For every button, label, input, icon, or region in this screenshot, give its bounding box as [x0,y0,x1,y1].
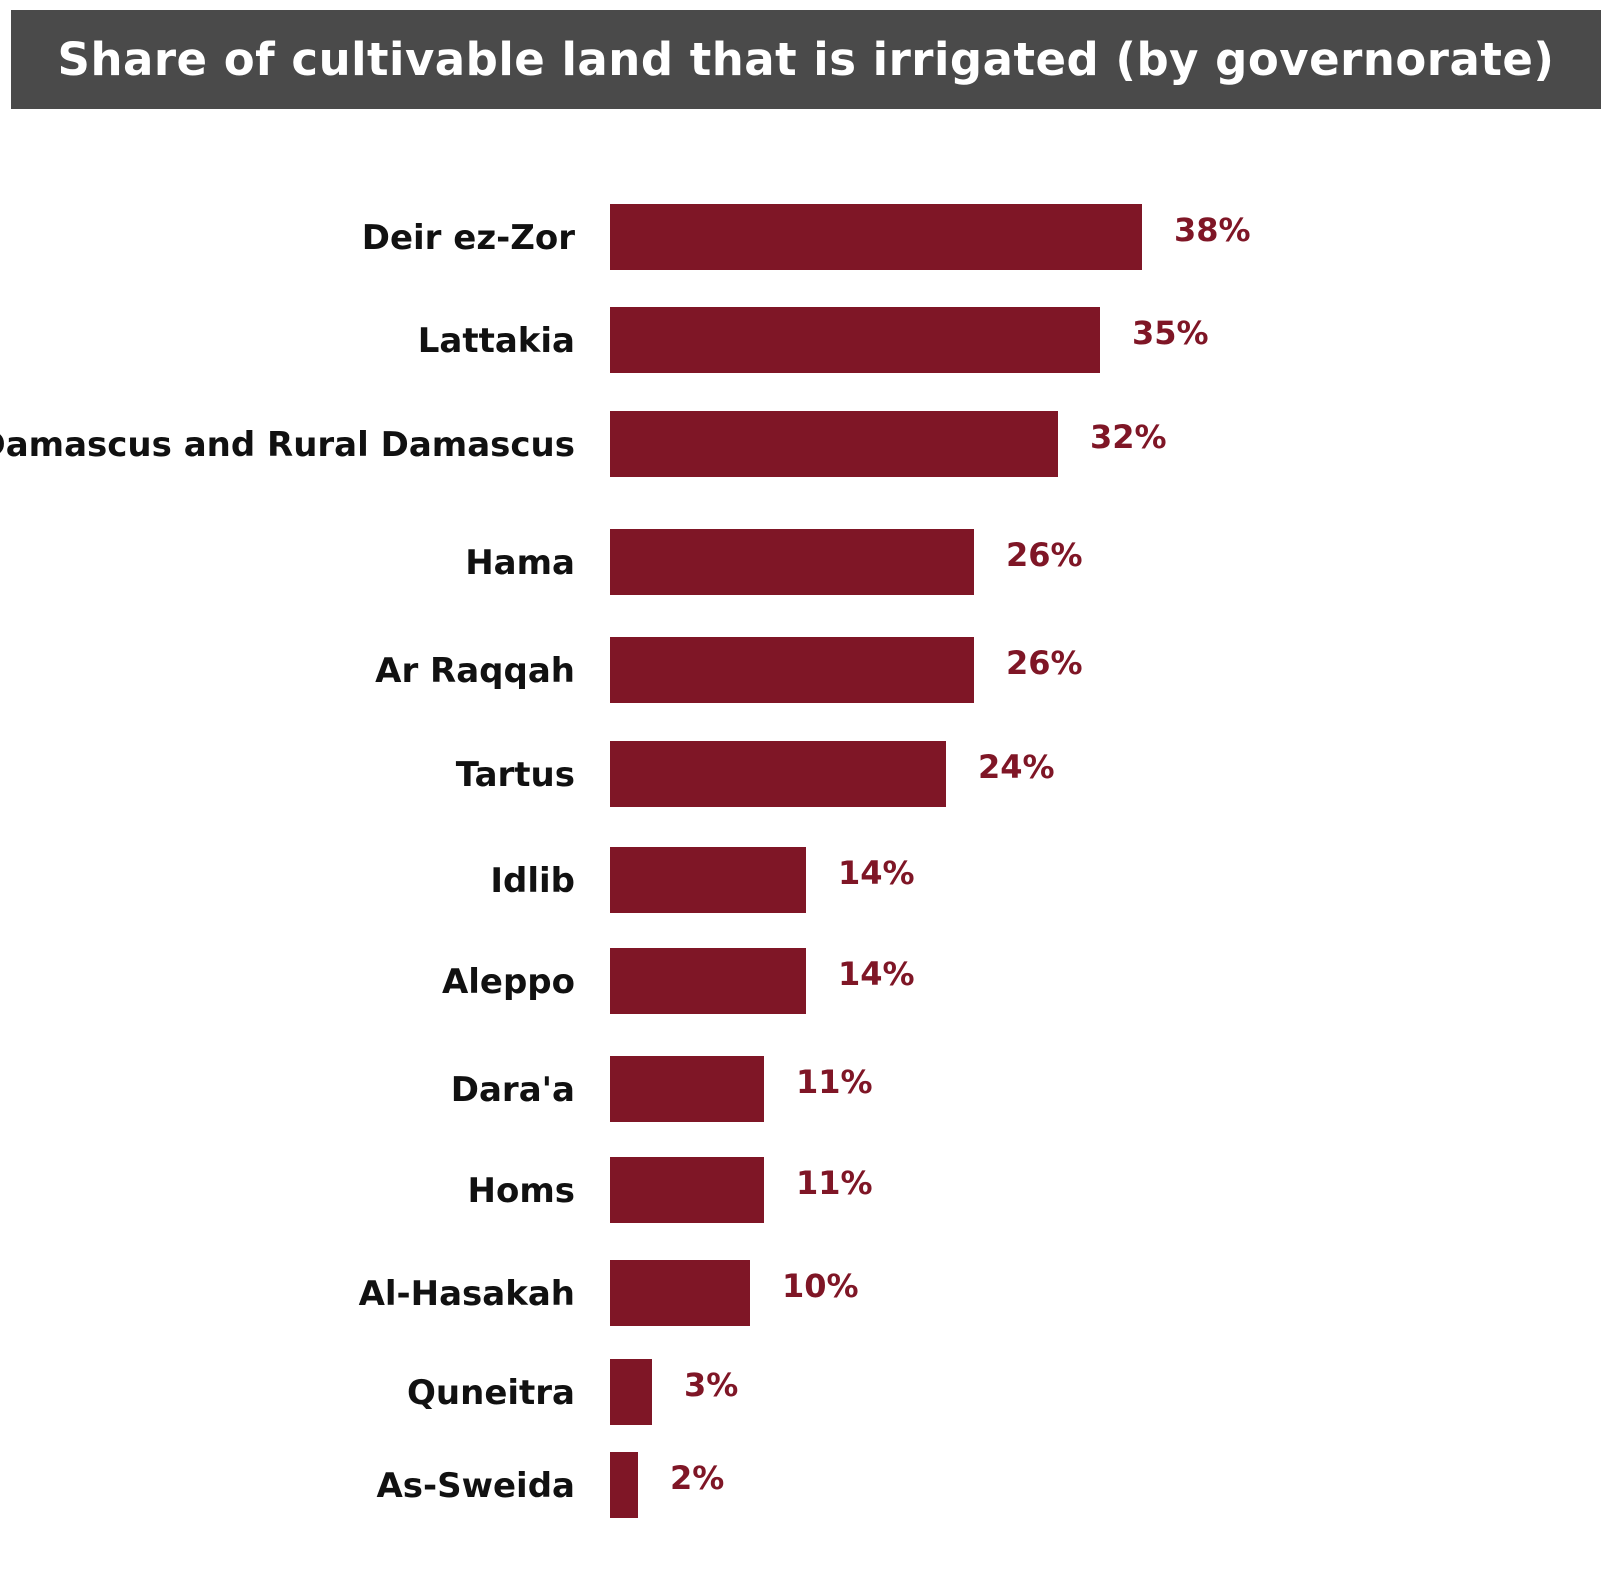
value-label-as-sweida: 2% [670,1459,724,1497]
value-label-dara-a: 11% [796,1063,873,1101]
category-label-aleppo: Aleppo [442,962,575,1002]
category-label-as-sweida: As-Sweida [376,1466,575,1506]
bar-damascus-and-rural-damascus [610,411,1058,477]
category-label-idlib: Idlib [490,861,575,901]
bar-lattakia [610,307,1100,373]
bar-idlib [610,847,806,913]
category-label-tartus: Tartus [456,755,575,795]
value-label-aleppo: 14% [838,955,915,993]
value-label-homs: 11% [796,1164,873,1202]
bar-al-hasakah [610,1260,750,1326]
bar-tartus [610,741,946,807]
bar-aleppo [610,948,806,1014]
chart-title: Share of cultivable land that is irrigat… [57,33,1555,86]
value-label-hama: 26% [1006,536,1083,574]
bar-as-sweida [610,1452,638,1518]
category-label-al-hasakah: Al-Hasakah [359,1274,575,1314]
bar-quneitra [610,1359,652,1425]
category-label-lattakia: Lattakia [418,321,575,361]
bar-dara-a [610,1056,764,1122]
value-label-deir-ez-zor: 38% [1174,211,1251,249]
value-label-quneitra: 3% [684,1366,738,1404]
category-label-dara-a: Dara'a [451,1070,575,1110]
value-label-damascus-and-rural-damascus: 32% [1090,418,1167,456]
bar-homs [610,1157,764,1223]
value-label-al-hasakah: 10% [782,1267,859,1305]
category-label-hama: Hama [465,543,575,583]
category-label-homs: Homs [468,1171,575,1211]
value-label-ar-raqqah: 26% [1006,644,1083,682]
category-label-quneitra: Quneitra [407,1373,575,1413]
bar-ar-raqqah [610,637,974,703]
value-label-lattakia: 35% [1132,314,1209,352]
bar-deir-ez-zor [610,204,1142,270]
category-label-damascus-and-rural-damascus: Damascus and Rural Damascus [0,425,575,465]
value-label-tartus: 24% [978,748,1055,786]
category-label-deir-ez-zor: Deir ez-Zor [362,218,576,258]
category-label-ar-raqqah: Ar Raqqah [375,651,575,691]
chart-title-bar: Share of cultivable land that is irrigat… [11,10,1601,109]
bar-hama [610,529,974,595]
value-label-idlib: 14% [838,854,915,892]
